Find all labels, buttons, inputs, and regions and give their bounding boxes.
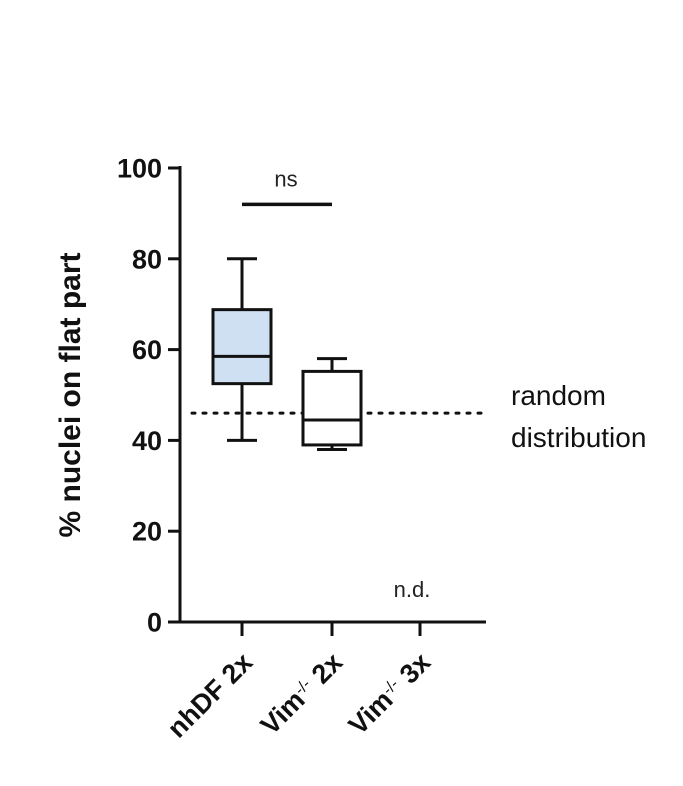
y-tick-label: 0: [147, 608, 162, 638]
y-tick-label: 80: [132, 244, 162, 274]
y-tick-label: 60: [132, 335, 162, 365]
reference-line-group: random distribution: [190, 380, 646, 453]
category-suffix-text: 2x: [306, 647, 348, 689]
iqr-box: [211, 308, 273, 386]
axes: 0 20 40 60 80 100 % nuclei on flat part: [54, 154, 486, 638]
y-tick-label: 20: [132, 517, 162, 547]
x-category-label: nhDF 2x: [162, 647, 259, 744]
significance-label: ns: [274, 166, 297, 191]
random-distribution-label: random: [511, 380, 606, 411]
category-suffix-text: 3x: [394, 647, 436, 689]
significance-group: ns: [242, 166, 332, 207]
boxes-group: n.d.: [211, 257, 431, 602]
random-distribution-label: distribution: [511, 422, 646, 453]
y-axis-label: % nuclei on flat part: [54, 252, 87, 537]
y-tick-label: 40: [132, 426, 162, 456]
iqr-box: [301, 369, 363, 447]
y-tick-label: 100: [117, 154, 162, 184]
x-category-label: Vim-/-2x: [255, 647, 348, 740]
x-category-label: Vim-/-3x: [343, 647, 436, 740]
category-base-text: nhDF 2x: [162, 647, 259, 744]
not-determined-label: n.d.: [394, 577, 431, 602]
